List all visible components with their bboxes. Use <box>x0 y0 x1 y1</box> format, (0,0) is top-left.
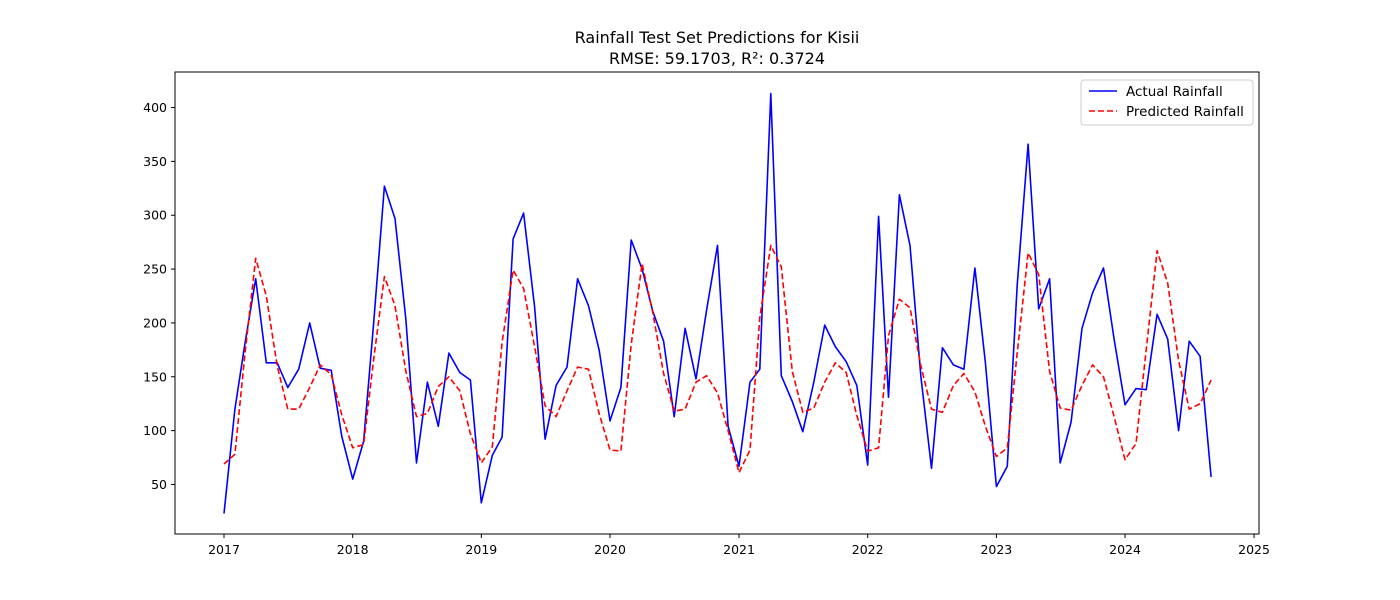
plot-frame <box>174 71 1260 535</box>
x-tick-label: 2022 <box>852 542 884 557</box>
x-tick-label: 2025 <box>1238 542 1270 557</box>
y-tick-label: 50 <box>151 477 167 492</box>
y-tick-label: 200 <box>143 315 167 330</box>
y-tick-label: 300 <box>143 208 167 223</box>
y-tick-label: 350 <box>143 154 167 169</box>
x-axis: 2017 2018 2019 2020 2021 2022 2023 2024 2025 <box>208 534 1270 557</box>
x-tick-label: 2021 <box>723 542 755 557</box>
legend-label-actual: Actual Rainfall <box>1126 84 1223 100</box>
x-tick-label: 2023 <box>980 542 1012 557</box>
chart-subtitle: RMSE: 59.1703, R²: 0.3724 <box>609 49 825 68</box>
legend: Actual Rainfall Predicted Rainfall <box>1080 79 1254 126</box>
x-tick-label: 2024 <box>1109 542 1141 557</box>
y-tick-label: 400 <box>143 100 167 115</box>
series-line-actual <box>223 92 1212 514</box>
y-axis: 50 100 150 200 250 300 350 400 <box>143 100 175 492</box>
chart-title: Rainfall Test Set Predictions for Kisii <box>575 28 860 47</box>
y-tick-label: 100 <box>143 423 167 438</box>
y-tick-label: 150 <box>143 369 167 384</box>
y-tick-label: 250 <box>143 262 167 277</box>
series-layer <box>223 92 1212 514</box>
x-tick-label: 2018 <box>337 542 369 557</box>
x-tick-label: 2017 <box>208 542 240 557</box>
legend-label-predicted: Predicted Rainfall <box>1126 104 1244 120</box>
series-line-predicted <box>223 244 1212 474</box>
x-tick-label: 2019 <box>465 542 497 557</box>
x-tick-label: 2020 <box>594 542 626 557</box>
legend-box <box>1080 79 1254 126</box>
